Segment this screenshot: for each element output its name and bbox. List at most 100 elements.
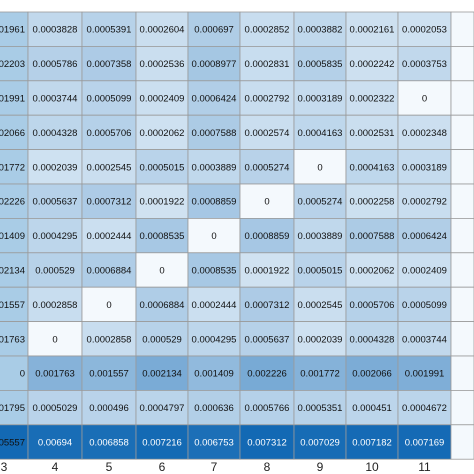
cell-value-label: 0.0002792 — [245, 94, 290, 105]
heatmap-cell — [135, 424, 189, 460]
cell-value-label: 0.0005099 — [402, 300, 447, 311]
cell-value-label: 0.0002348 — [402, 128, 447, 139]
cell-value-label: 0.007216 — [142, 438, 182, 449]
heatmap-cell — [450, 11, 474, 47]
cell-value-label: 0.0001922 — [245, 266, 290, 277]
heatmap-cell — [293, 80, 347, 116]
heatmap-cell — [450, 183, 474, 219]
heatmap-cell — [0, 424, 29, 460]
cell-value-label: 0.0005351 — [298, 403, 343, 414]
heatmap-cell — [450, 355, 474, 391]
cell-value-label: 0.000636 — [194, 403, 234, 414]
heatmap-cell — [27, 355, 83, 391]
heatmap-cell — [81, 389, 137, 426]
cell-value-label: 0.002134 — [142, 369, 182, 380]
x-tick-label: 6 — [159, 460, 166, 474]
x-tick-label: 4 — [52, 460, 59, 474]
heatmap-cell — [293, 355, 347, 391]
cell-value-label: 0.000496 — [89, 403, 129, 414]
heatmap-cell — [187, 114, 241, 150]
cell-value-label: 0 — [159, 266, 164, 277]
cell-value-label: 0.0004797 — [140, 403, 185, 414]
cell-value-label: 0.0008977 — [192, 59, 237, 70]
cell-value-label: 0.002066 — [352, 369, 392, 380]
cell-value-label: 0.0002444 — [192, 300, 237, 311]
heatmap-cell — [135, 217, 189, 254]
heatmap-cell — [27, 183, 83, 219]
cell-value-label: 0.0004295 — [192, 334, 237, 345]
heatmap-cell — [450, 46, 474, 82]
heatmap-cell — [187, 149, 241, 185]
cell-value-label: 0.007312 — [247, 438, 287, 449]
heatmap-cell — [397, 114, 452, 150]
heatmap-cell — [0, 252, 29, 288]
cell-value-label: 0.0002545 — [298, 300, 343, 311]
x-tick-label: 8 — [264, 460, 271, 474]
cell-value-label: 0.001409 — [194, 369, 234, 380]
heatmap-cell — [187, 183, 241, 219]
heatmap-cell — [0, 80, 29, 116]
heatmap-cell — [187, 11, 241, 47]
heatmap-cell — [187, 46, 241, 82]
cell-value-label: 0.0002858 — [87, 334, 132, 345]
cell-value-label: 0 — [264, 197, 269, 208]
heatmap-cell — [293, 149, 347, 185]
cell-value-label: 0.0005029 — [33, 403, 78, 414]
cell-value-label: 0.0004163 — [298, 128, 343, 139]
x-tick-label: 11 — [418, 460, 431, 474]
heatmap-cell — [135, 11, 189, 47]
cell-value-label: 0.0005835 — [298, 59, 343, 70]
heatmap-cell — [187, 424, 241, 460]
cell-value-label: 0.0004163 — [350, 162, 395, 173]
cell-value-label: 0.0006424 — [192, 94, 237, 105]
heatmap-cell — [0, 46, 29, 82]
heatmap-cell — [450, 217, 474, 254]
heatmap-cell — [135, 183, 189, 219]
cell-value-label: 0.0005391 — [87, 25, 132, 36]
cell-value-label: 0.0008859 — [245, 231, 290, 242]
heatmap-cell — [293, 46, 347, 82]
cell-value-label: 0.0002161 — [350, 25, 395, 36]
heatmap-cell — [397, 183, 452, 219]
cell-value-label: 0.0006884 — [87, 266, 132, 277]
cell-value-label: 0.0005274 — [298, 197, 343, 208]
heatmap-cell — [27, 286, 83, 323]
heatmap-cell — [239, 11, 295, 47]
cell-value-label: 0.0003889 — [192, 162, 237, 173]
cell-value-label: 0.0003882 — [298, 25, 343, 36]
cell-value-label: 0.0002545 — [87, 162, 132, 173]
cell-value-label: 0.0002062 — [140, 128, 185, 139]
cell-value-label: 0001991 — [0, 94, 25, 105]
cell-value-label: 0.001991 — [405, 369, 445, 380]
cell-value-label: 0 — [20, 369, 25, 380]
heatmap-cell — [81, 149, 137, 185]
cell-value-label: 0.0007588 — [192, 128, 237, 139]
cell-value-label: 0.0005015 — [140, 162, 185, 173]
cell-value-label: 0.001763 — [35, 369, 75, 380]
x-tick-label: 5 — [106, 460, 113, 474]
heatmap-cell — [239, 217, 295, 254]
cell-value-label: 0.0002574 — [245, 128, 290, 139]
heatmap-cell — [135, 46, 189, 82]
cell-value-label: 0.000529 — [142, 334, 182, 345]
cell-value-label: 0002066 — [0, 128, 25, 139]
cell-value-label: 0.0005706 — [350, 300, 395, 311]
heatmap-cell — [81, 217, 137, 254]
heatmap-cell — [345, 217, 399, 254]
cell-value-label: 0.000529 — [35, 266, 75, 277]
heatmap-cell — [450, 321, 474, 357]
heatmap-cell — [450, 149, 474, 185]
cell-value-label: 0.0004328 — [350, 334, 395, 345]
heatmap-cell — [239, 424, 295, 460]
cell-value-label: 0.00694 — [38, 438, 72, 449]
cell-value-label: 0.0008535 — [140, 231, 185, 242]
heatmap-cell — [293, 11, 347, 47]
cell-value-label: 0.0002039 — [298, 334, 343, 345]
cell-value-label: 0.0002852 — [245, 25, 290, 36]
cell-value-label: 0.0005099 — [87, 94, 132, 105]
cell-value-label: 0002203 — [0, 59, 25, 70]
heatmap-cell — [450, 252, 474, 288]
x-tick-label: 10 — [365, 460, 379, 474]
heatmap-cell — [293, 286, 347, 323]
cell-value-label: 0.0002831 — [245, 59, 290, 70]
